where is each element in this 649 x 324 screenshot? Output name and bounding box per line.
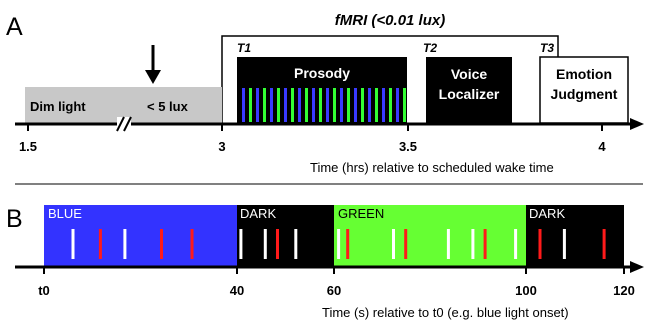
stimulus-bar-red (404, 229, 408, 259)
prosody-stripe (326, 88, 329, 122)
prosody-stripe (305, 88, 308, 122)
prosody-stimulus-stripes (242, 88, 406, 122)
prosody-stripe (319, 88, 322, 122)
panel-b-axis (15, 261, 644, 274)
dim-light-label: Dim light (30, 99, 86, 114)
dark-block-2 (526, 205, 624, 267)
voice-localizer-line2: Localizer (439, 86, 500, 102)
prosody-stripe (249, 88, 252, 122)
stimulus-bar-red (98, 229, 102, 259)
prosody-stripe (312, 88, 315, 122)
stimulus-bar-white (123, 229, 127, 259)
stimulus-bar-red (346, 229, 350, 259)
prosody-label: Prosody (294, 65, 350, 81)
stimulus-bar-white (471, 229, 475, 259)
emotion-judgment-line2: Judgment (551, 86, 618, 102)
voice-localizer-line1: Voice (451, 66, 488, 82)
block-label-dark-1: DARK (240, 206, 276, 221)
stimulus-bar-white (514, 229, 518, 259)
prosody-stripe (242, 88, 245, 122)
voice-localizer-block (426, 57, 512, 123)
green-light-block (334, 205, 526, 267)
prosody-stripe (270, 88, 273, 122)
stimulus-bar-white (392, 229, 395, 259)
prosody-stripe (284, 88, 287, 122)
stimulus-bar-red (276, 229, 279, 259)
stimulus-bar-white (294, 229, 298, 259)
tick-label-120: 120 (613, 283, 635, 298)
panel-a-axis-label: Time (hrs) relative to scheduled wake ti… (310, 160, 554, 175)
block-label-blue: BLUE (48, 206, 82, 221)
stimulus-bar-red (190, 229, 194, 259)
stimulus-bar-white (446, 229, 450, 259)
prosody-stripe (375, 88, 378, 122)
prosody-stripe (298, 88, 301, 122)
dim-light-lux: < 5 lux (147, 99, 189, 114)
arrow-down-icon (145, 45, 161, 84)
axis-break-mark (116, 116, 132, 132)
prosody-stripe (277, 88, 280, 122)
prosody-stripe (263, 88, 266, 122)
stimulus-bar-white (337, 229, 341, 259)
prosody-stripe (256, 88, 259, 122)
prosody-stripe (389, 88, 392, 122)
panel-a-label: A (6, 13, 23, 41)
block-label-dark-2: DARK (529, 206, 565, 221)
stimulus-bar-white (263, 229, 267, 259)
tick-label-60: 60 (327, 283, 341, 298)
panel-b-axis-label: Time (s) relative to t0 (e.g. blue light… (322, 305, 569, 320)
task-t3-label: T3 (540, 41, 554, 55)
tick-label-3: 3 (218, 139, 225, 154)
prosody-stripe (347, 88, 350, 122)
stimulus-bar-white (71, 229, 75, 259)
tick-label-4: 4 (598, 139, 606, 154)
prosody-stripe (396, 88, 399, 122)
tick-label-1-5: 1.5 (19, 139, 37, 154)
task-t2-label: T2 (423, 41, 437, 55)
prosody-stripe (291, 88, 294, 122)
dark-block-1 (237, 205, 334, 267)
stimulus-bar-red (483, 229, 487, 259)
stimulus-bar-white (562, 229, 566, 259)
task-t1-label: T1 (237, 41, 251, 55)
blue-light-block (44, 205, 237, 267)
stimulus-bars (71, 229, 606, 259)
stimulus-bar-red (160, 229, 163, 259)
prosody-stripe (354, 88, 357, 122)
fmri-title: fMRI (<0.01 lux) (335, 12, 445, 29)
stimulus-bar-red (602, 229, 606, 259)
prosody-stripe (382, 88, 385, 122)
prosody-stripe (368, 88, 371, 122)
tick-label-100: 100 (515, 283, 537, 298)
stimulus-bar-red (538, 229, 542, 259)
emotion-judgment-line1: Emotion (556, 66, 612, 82)
emotion-judgment-block (539, 56, 629, 124)
prosody-stripe (333, 88, 336, 122)
stimulus-bar-white (239, 229, 243, 259)
tick-label-t0: t0 (38, 283, 50, 298)
tick-label-40: 40 (230, 283, 244, 298)
prosody-stripe (403, 88, 406, 122)
prosody-stripe (361, 88, 364, 122)
block-label-green: GREEN (338, 206, 384, 221)
panel-b-label: B (6, 205, 23, 233)
tick-label-3-5: 3.5 (399, 139, 417, 154)
prosody-stripe (340, 88, 343, 122)
